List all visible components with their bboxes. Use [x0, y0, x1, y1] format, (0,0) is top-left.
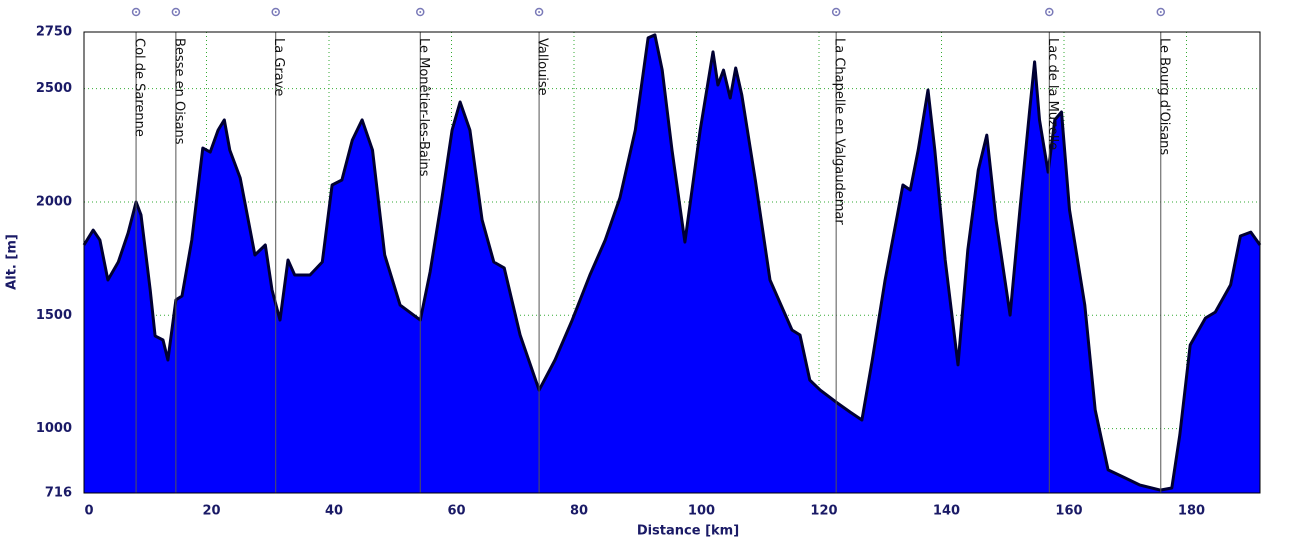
waypoint-dot: [835, 11, 838, 13]
waypoint-marker: [1045, 7, 1054, 17]
waypoint-marker: [534, 7, 544, 17]
waypoint-label: Vallouise: [535, 38, 550, 96]
x-tick-label: 40: [325, 504, 343, 519]
x-tick-label: 20: [202, 504, 220, 519]
waypoint-marker: [831, 7, 841, 17]
waypoint-label: La Chapelle en Valgaudemar: [832, 38, 847, 225]
waypoint-dot: [538, 11, 541, 13]
waypoint-marker: [131, 7, 141, 17]
waypoint-marker: [171, 7, 181, 17]
x-tick-label: 80: [570, 504, 588, 519]
waypoint-dot: [135, 11, 138, 13]
x-tick-label: 60: [447, 504, 465, 519]
waypoint-label: Le Bourg d'Oisans: [1156, 38, 1171, 155]
plot-frame: [83, 31, 1261, 494]
area-fill: [84, 34, 1260, 494]
x-tick-label: 120: [810, 504, 837, 519]
x-tick-label: 140: [933, 504, 960, 519]
waypoint-marker: [1156, 7, 1166, 17]
waypoint-dot: [1159, 11, 1162, 13]
waypoint-label: Le Monêtier-les-Bains: [416, 38, 431, 177]
x-tick-label: 100: [688, 504, 715, 519]
y-axis-label: Alt. [m]: [5, 234, 20, 290]
waypoint-dot: [1048, 11, 1051, 13]
y-tick-label: 2000: [36, 194, 72, 209]
x-tick-label: 160: [1055, 504, 1082, 519]
y-tick-label: 716: [45, 486, 72, 501]
x-axis-label: Distance [km]: [637, 524, 739, 539]
y-tick-label: 2750: [36, 25, 72, 40]
x-tick-label: 180: [1178, 504, 1205, 519]
waypoint-marker: [271, 7, 280, 17]
waypoint-marker: [416, 7, 425, 17]
x-tick-label: 0: [84, 504, 93, 519]
y-tick-label: 1500: [36, 308, 72, 323]
waypoint-dot: [174, 11, 177, 13]
waypoint-label: Besse en Oisans: [171, 38, 186, 145]
y-tick-label: 2500: [36, 81, 72, 96]
waypoint-label: Lac de la Muzelle: [1045, 38, 1060, 150]
waypoint-label: Col de Sarenne: [132, 38, 147, 137]
waypoint-dot: [419, 11, 422, 13]
waypoint-dot: [274, 11, 277, 13]
y-tick-label: 1000: [36, 421, 72, 436]
waypoint-label: La Grave: [271, 38, 286, 96]
profile-line: [82, 33, 1262, 492]
